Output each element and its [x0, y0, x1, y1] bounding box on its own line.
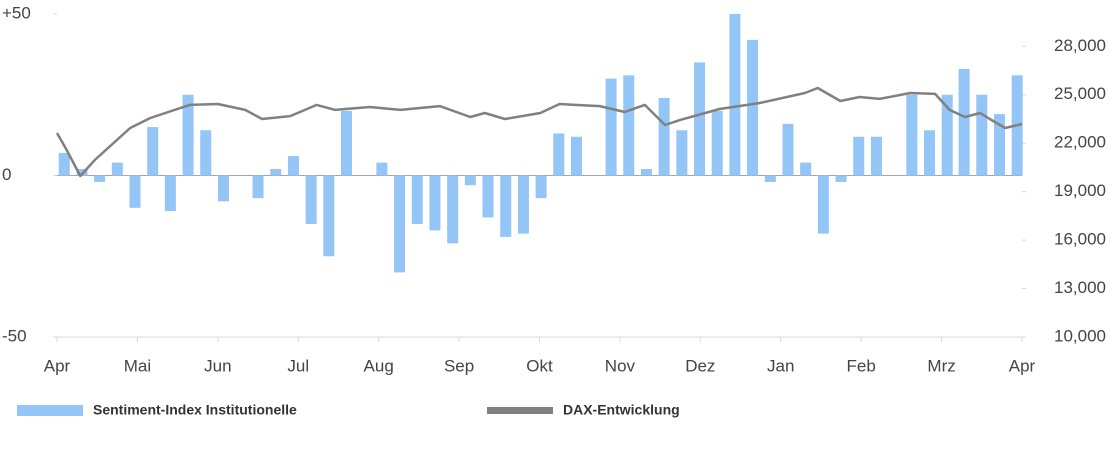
- x-tick-label: Mrz: [927, 356, 955, 375]
- x-tick-label: Dez: [685, 356, 715, 375]
- y2-tick-label: 19,000: [1054, 181, 1106, 200]
- line: [55, 86, 1023, 178]
- bar: [870, 136, 882, 176]
- bar: [993, 114, 1005, 176]
- x-tick-label: Sep: [444, 356, 474, 375]
- y2-tick-label: 28,000: [1054, 36, 1106, 55]
- bar: [729, 14, 741, 176]
- x-tick-label: Aug: [364, 356, 394, 375]
- x-tick-label: Mai: [124, 356, 151, 375]
- bar: [640, 169, 652, 176]
- bar: [323, 175, 335, 257]
- bar: [676, 130, 688, 176]
- bar: [76, 169, 88, 176]
- bar: [853, 136, 865, 176]
- y-tick-label: -50: [2, 326, 27, 345]
- bar: [694, 62, 706, 176]
- y-tick-label: 0: [2, 165, 11, 184]
- bar: [94, 175, 106, 182]
- bar: [429, 175, 441, 231]
- bar: [341, 110, 352, 176]
- bar: [906, 94, 918, 176]
- x-tick-label: Jan: [767, 356, 794, 375]
- y-tick-label: +50: [2, 3, 31, 22]
- bar: [182, 94, 194, 176]
- legend-text: DAX-Entwicklung: [563, 402, 680, 418]
- bar: [782, 123, 794, 176]
- legend-swatch: [17, 405, 83, 416]
- bar: [287, 156, 299, 176]
- bar: [800, 162, 812, 176]
- bar: [217, 175, 229, 202]
- x-tick-label: Nov: [605, 356, 636, 375]
- bar: [129, 175, 141, 208]
- x-tick-label: Okt: [526, 356, 553, 375]
- bar: [553, 133, 565, 176]
- bar: [270, 169, 282, 176]
- bar: [147, 127, 159, 176]
- bar: [535, 175, 547, 199]
- bar: [747, 39, 759, 176]
- x-tick-label: Jun: [204, 356, 231, 375]
- legend-text: Sentiment-Index Institutionelle: [93, 402, 297, 418]
- bar: [464, 175, 476, 186]
- bar: [976, 94, 988, 176]
- bar: [623, 75, 635, 176]
- bar: [517, 175, 529, 234]
- bar: [658, 97, 670, 176]
- bar: [252, 175, 264, 199]
- bar: [817, 175, 829, 234]
- y2-tick-label: 25,000: [1054, 84, 1106, 103]
- bar: [200, 130, 212, 176]
- y2-tick-label: 13,000: [1054, 278, 1106, 297]
- bar: [376, 162, 388, 176]
- bar: [500, 175, 512, 237]
- bar: [447, 175, 459, 244]
- bar: [164, 175, 176, 212]
- bar: [605, 78, 617, 176]
- bar: [305, 175, 317, 224]
- x-tick-label: Jul: [287, 356, 309, 375]
- bar: [835, 175, 847, 182]
- bar: [394, 175, 406, 273]
- x-tick-label: Feb: [847, 356, 876, 375]
- bar: [58, 152, 70, 176]
- x-tick-label: Apr: [44, 356, 71, 375]
- y2-tick-label: 10,000: [1054, 326, 1106, 345]
- y2-tick-label: 22,000: [1054, 133, 1106, 152]
- x-tick-label: Apr: [1009, 356, 1036, 375]
- bar: [711, 110, 723, 176]
- bar: [111, 162, 123, 176]
- bar: [570, 136, 582, 176]
- bar: [958, 68, 970, 176]
- bar: [482, 175, 494, 218]
- bar: [941, 94, 953, 176]
- y2-tick-label: 16,000: [1054, 230, 1106, 249]
- bar: [411, 175, 423, 224]
- bar: [764, 175, 776, 182]
- bar: [924, 130, 936, 176]
